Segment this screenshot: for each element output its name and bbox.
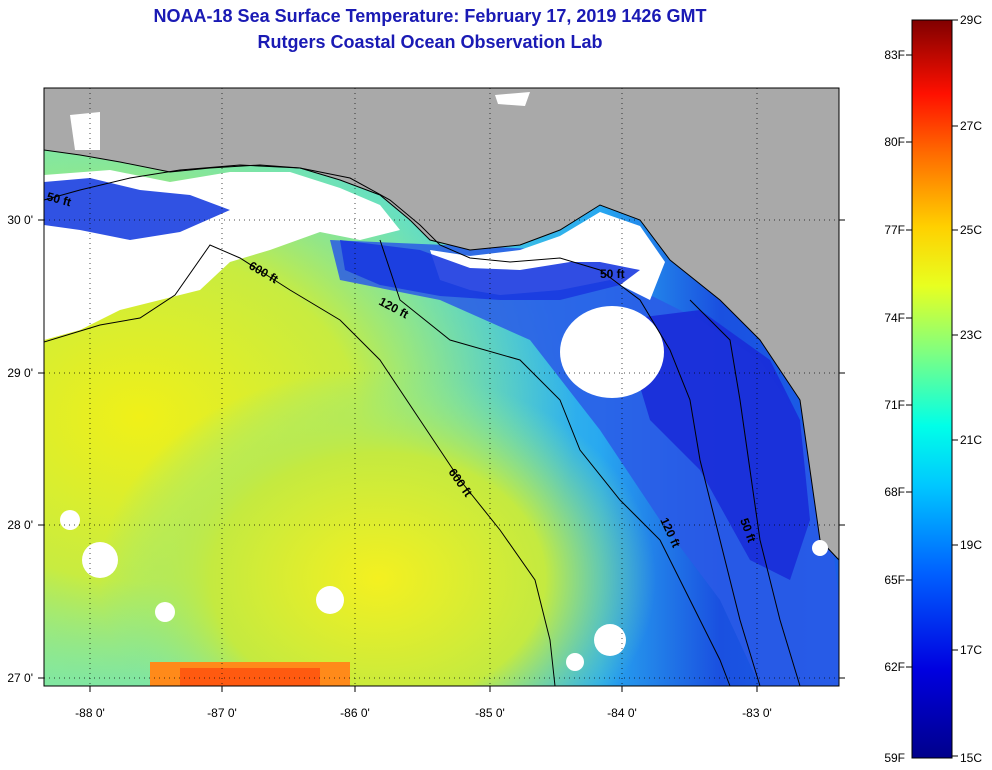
colorbar-f-label: 77F: [884, 223, 905, 237]
contour-label: 50 ft: [45, 189, 72, 209]
map-subtitle: Rutgers Coastal Ocean Observation Lab: [257, 32, 603, 52]
colorbar-f-label: 80F: [884, 135, 905, 149]
depth-contours: [44, 164, 801, 686]
colorbar-f-label: 65F: [884, 573, 905, 587]
colorbar-c-label: 25C: [960, 223, 982, 237]
colorbar-c-label: 29C: [960, 13, 982, 27]
contour-label: 50 ft: [600, 267, 625, 281]
colorbar-c-label: 15C: [960, 751, 982, 765]
colorbar-f-label: 71F: [884, 398, 905, 412]
colorbar-c-label: 19C: [960, 538, 982, 552]
y-tick-label: 30 0': [7, 213, 33, 227]
colorbar-f-label: 83F: [884, 48, 905, 62]
colorbar-gradient: [911, 19, 953, 759]
colorbar-c-label: 17C: [960, 643, 982, 657]
x-tick-label: -88 0': [75, 706, 105, 720]
colorbar-c-label: 23C: [960, 328, 982, 342]
x-tick-label: -83 0': [742, 706, 772, 720]
y-tick-label: 28 0': [7, 518, 33, 532]
colorbar-f-label: 59F: [884, 751, 905, 765]
x-tick-label: -87 0': [207, 706, 237, 720]
y-tick-label: 29 0': [7, 366, 33, 380]
x-tick-label: -84 0': [607, 706, 637, 720]
x-tick-label: -85 0': [475, 706, 505, 720]
colorbar-f-label: 74F: [884, 311, 905, 325]
map-title: NOAA-18 Sea Surface Temperature: Februar…: [153, 6, 707, 26]
colorbar-c-label: 27C: [960, 119, 982, 133]
y-tick-label: 27 0': [7, 671, 33, 685]
colorbar-f-label: 68F: [884, 485, 905, 499]
colorbar-c-label: 21C: [960, 433, 982, 447]
colorbar-f-label: 62F: [884, 660, 905, 674]
land-mass: [44, 88, 839, 560]
x-tick-label: -86 0': [340, 706, 370, 720]
